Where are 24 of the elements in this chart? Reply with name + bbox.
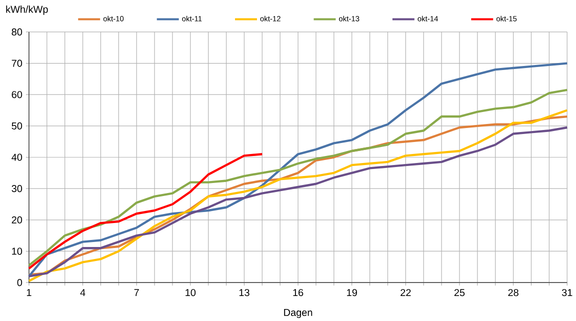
- x-tick-label: 13: [239, 288, 250, 296]
- y-tick-label: 60: [12, 90, 22, 98]
- y-tick-label: 0: [17, 278, 22, 286]
- x-tick-label: 1: [26, 288, 32, 296]
- y-tick-label: 80: [12, 28, 22, 36]
- y-tick-label: 70: [12, 60, 22, 67]
- y-tick-label: 40: [12, 154, 22, 161]
- x-tick-label: 10: [186, 288, 196, 296]
- y-tick-label: 30: [12, 184, 22, 192]
- x-tick-label: 4: [80, 288, 86, 296]
- x-tick-label: 7: [134, 288, 139, 296]
- x-tick-label: 19: [347, 288, 357, 296]
- x-tick-label: 31: [562, 288, 572, 296]
- x-axis-title: Dagen: [284, 308, 312, 318]
- x-tick-label: 28: [508, 288, 518, 296]
- y-axis-title: kWh/kWp: [6, 5, 48, 15]
- y-tick-label: 10: [12, 248, 22, 255]
- x-tick-label: 16: [293, 288, 304, 296]
- line-series: [28, 88, 568, 266]
- x-tick-label: 25: [454, 288, 465, 296]
- line-series: [28, 152, 264, 270]
- y-tick-label: 20: [12, 216, 22, 224]
- x-tick-label: 22: [400, 288, 411, 296]
- y-tick-label: 50: [12, 122, 22, 130]
